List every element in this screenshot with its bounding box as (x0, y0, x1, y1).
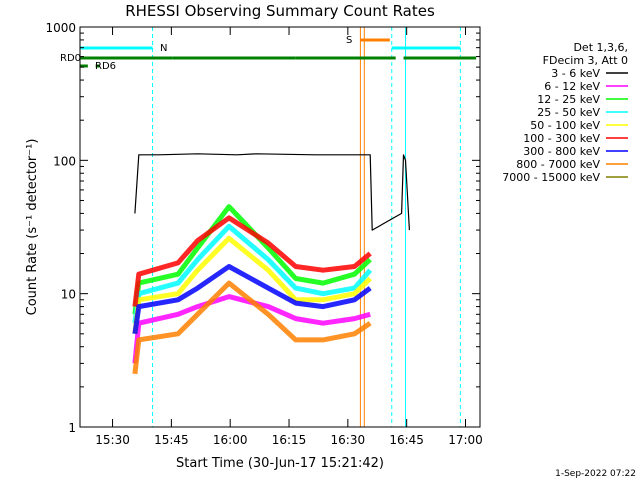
legend-label-6-12-kev: 6 - 12 keV (544, 80, 600, 93)
x-tick-label-16-15: 16:15 (272, 433, 307, 447)
legend-label-100-300-kev: 100 - 300 keV (523, 132, 600, 145)
y-tick-label-1: 1 (68, 421, 76, 435)
x-tick-label-17-00: 17:00 (448, 433, 483, 447)
y-tick-label-1000: 1000 (45, 21, 76, 35)
x-axis-label: Start Time (30-Jun-17 15:21:42) (176, 456, 384, 471)
legend-label-7000-15000-kev: 7000 - 15000 keV (502, 171, 600, 184)
series-line-12-25-kev (132, 204, 372, 315)
y-tick-label-10: 10 (61, 288, 76, 302)
vertical-markers (79, 27, 461, 427)
status-bar-label-rd0: RD0 (60, 53, 81, 64)
legend-label-3-6-kev: 3 - 6 keV (551, 67, 600, 80)
axes: 15:30 15:45 16:00 16:15 16:30 16:45 17:00 1 10 10… (45, 21, 482, 447)
y-axis-label: Count Rate (s⁻¹ detector⁻¹) (25, 139, 40, 316)
series-line-50-100-kev (132, 235, 372, 335)
status-bar-label-n: N (160, 43, 167, 54)
chart-title: RHESSI Observing Summary Count Rates (125, 2, 435, 20)
series-line-100-300-kev (132, 215, 372, 307)
legend-label-300-800-kev: 300 - 800 keV (523, 145, 600, 158)
x-tick-label-16-45: 16:45 (389, 433, 424, 447)
status-bar-label-s: S (346, 35, 352, 46)
legend-label-50-100-kev: 50 - 100 keV (530, 119, 600, 132)
x-tick-label-16-00: 16:00 (213, 433, 248, 447)
legend-header-1: FDecim 3, Att 0 (543, 54, 628, 67)
x-tick-label-15-30: 15:30 (95, 433, 130, 447)
legend-label-800-7000-kev: 800 - 7000 keV (516, 158, 600, 171)
legend-header-0: Det 1,3,6, (573, 41, 628, 54)
y-tick-label-100: 100 (53, 154, 76, 168)
plot-frame (79, 26, 481, 428)
timestamp-footer: 1-Sep-2022 07:22 (555, 469, 636, 479)
series-line-800-7000-kev (132, 280, 372, 375)
x-tick-label-15-45: 15:45 (154, 433, 189, 447)
x-tick-label-16-30: 16:30 (331, 433, 366, 447)
status-bars: RD0 RD6 N S (60, 35, 477, 72)
status-bar-label-rd6: RD6 (95, 61, 116, 72)
legend-label-25-50-kev: 25 - 50 keV (537, 106, 600, 119)
data-series (132, 153, 410, 375)
series-line-3-6-kev (134, 153, 410, 231)
series-line-300-800-kev (132, 264, 372, 335)
legend-label-12-25-kev: 12 - 25 keV (537, 93, 600, 106)
series-line-25-50-kev (132, 223, 373, 324)
